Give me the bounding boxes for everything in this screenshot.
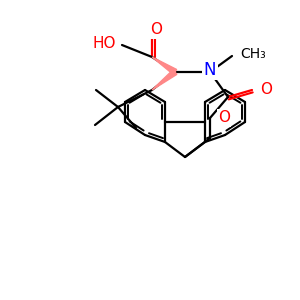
Polygon shape [152, 70, 177, 90]
Text: O: O [218, 110, 230, 125]
Text: N: N [204, 61, 216, 79]
Text: O: O [260, 82, 272, 98]
Polygon shape [152, 57, 177, 74]
Text: CH₃: CH₃ [240, 47, 266, 61]
Text: O: O [150, 22, 162, 38]
Text: HO: HO [92, 35, 116, 50]
